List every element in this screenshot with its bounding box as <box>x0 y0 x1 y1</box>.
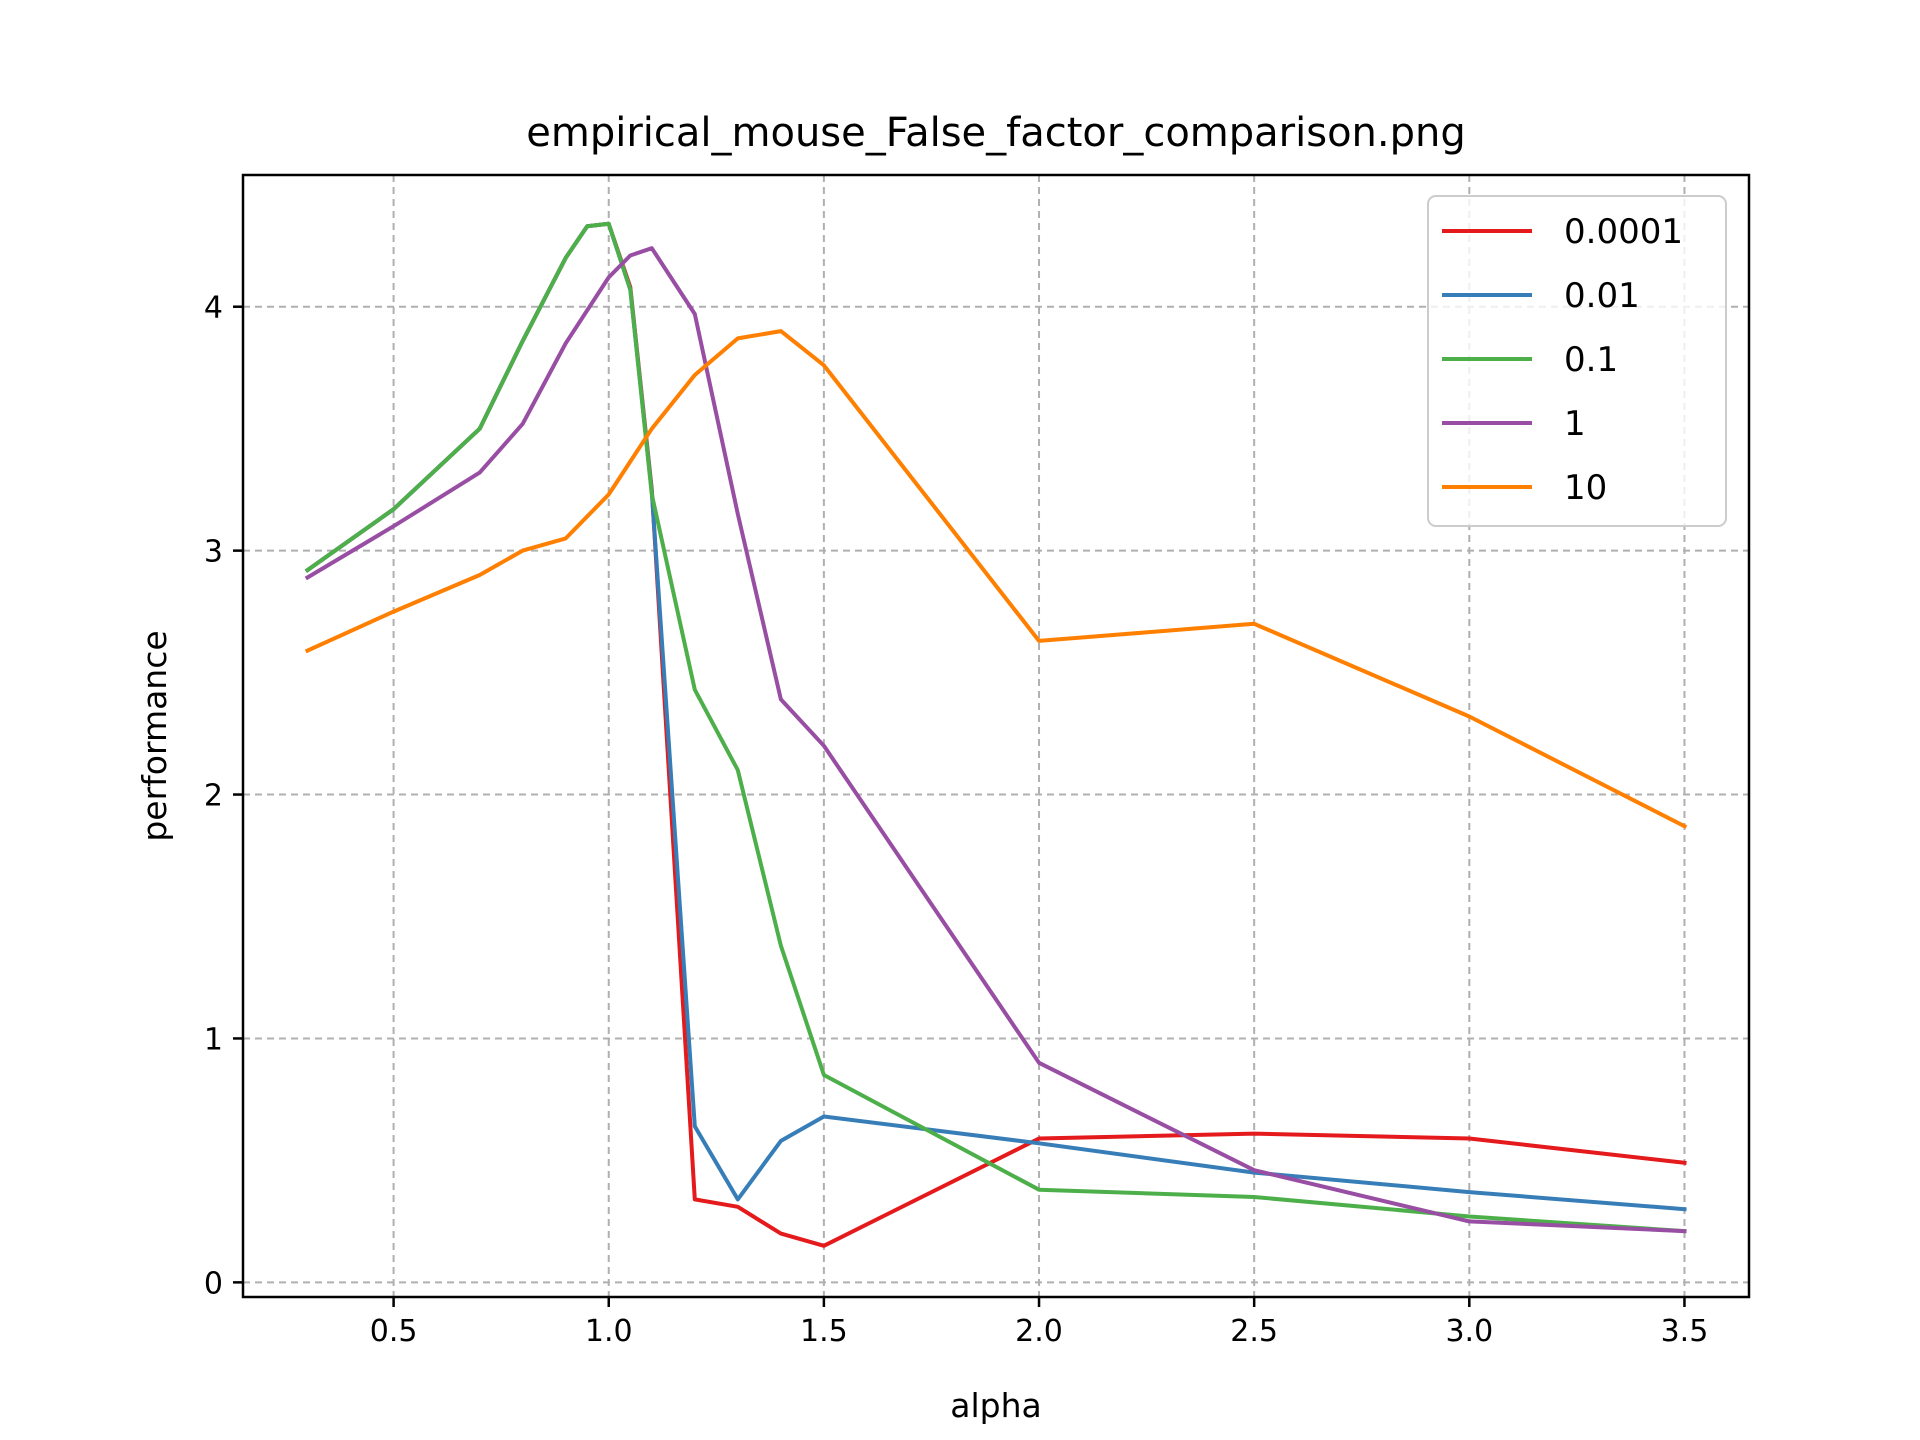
series-line-1 <box>304 246 1687 1234</box>
x-tick-label: 1.5 <box>800 1314 848 1349</box>
legend-label: 10 <box>1564 468 1607 508</box>
series-lines <box>304 221 1688 1248</box>
legend: 0.0001 0.01 0.1 1 10 <box>1427 195 1727 527</box>
x-tick-label: 2.0 <box>1015 1314 1063 1349</box>
x-tick-label: 0.5 <box>370 1314 418 1349</box>
legend-label: 0.01 <box>1564 276 1640 316</box>
x-tick-label: 1.0 <box>585 1314 633 1349</box>
legend-label: 0.0001 <box>1564 212 1683 252</box>
legend-box <box>1427 195 1727 527</box>
y-tick-label: 4 <box>204 291 223 326</box>
legend-label: 1 <box>1564 404 1586 444</box>
legend-entries: 0.0001 0.01 0.1 1 10 <box>1442 212 1683 508</box>
series-line-10 <box>304 329 1688 829</box>
x-tick-label: 3.0 <box>1445 1314 1493 1349</box>
x-tick-label: 3.5 <box>1661 1314 1709 1349</box>
series-line-0.1 <box>304 221 1687 1234</box>
y-tick-label: 2 <box>204 779 223 814</box>
y-tick-label: 3 <box>204 535 223 570</box>
y-tick-label: 0 <box>204 1266 223 1301</box>
x-axis-ticks: 0.5 1.0 1.5 2.0 2.5 3.0 3.5 <box>370 1297 1709 1349</box>
chart-title: empirical_mouse_False_factor_comparison.… <box>526 110 1466 156</box>
y-tick-label: 1 <box>204 1022 223 1057</box>
x-axis-label: alpha <box>950 1386 1041 1425</box>
x-tick-label: 2.5 <box>1230 1314 1278 1349</box>
y-axis-label: performance <box>135 630 174 841</box>
plot-frame <box>241 173 1751 1299</box>
y-axis-ticks: 0 1 2 3 4 <box>204 291 243 1301</box>
legend-label: 0.1 <box>1564 340 1618 380</box>
